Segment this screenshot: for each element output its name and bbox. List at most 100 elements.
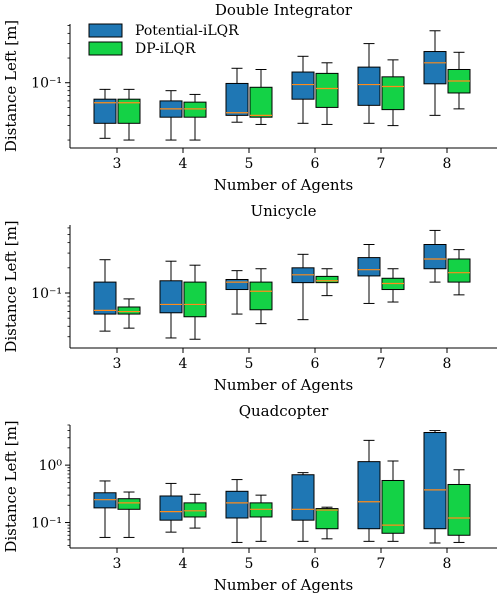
box-potential-ilqr-4 (159, 90, 183, 141)
iqr-box (183, 101, 207, 118)
box-dp-ilqr-7 (381, 59, 405, 127)
panel-1 (65, 24, 497, 153)
panel-2 (65, 225, 497, 353)
box-potential-ilqr-7 (357, 244, 381, 304)
iqr-box (381, 76, 405, 111)
box-potential-ilqr-6 (291, 55, 315, 124)
iqr-box (357, 257, 381, 277)
y-tick-label: 10⁻¹ (31, 76, 62, 92)
x-axis-label: Number of Agents (214, 376, 353, 394)
iqr-box (381, 479, 405, 534)
box-dp-ilqr-3 (117, 88, 141, 141)
box-dp-ilqr-8 (447, 249, 471, 296)
x-axis-label: Number of Agents (214, 576, 353, 594)
box-potential-ilqr-6 (291, 253, 315, 321)
box-dp-ilqr-8 (447, 51, 471, 110)
x-tick-label: 5 (245, 356, 254, 372)
box-dp-ilqr-6 (315, 506, 339, 540)
x-tick-label: 5 (245, 156, 254, 172)
iqr-box (291, 474, 315, 521)
box-dp-ilqr-5 (249, 268, 273, 325)
iqr-box (117, 498, 141, 510)
x-tick-label: 8 (443, 356, 452, 372)
iqr-box (249, 281, 273, 311)
iqr-box (447, 258, 471, 283)
iqr-box (117, 98, 141, 124)
legend-label: Potential-iLQR (135, 23, 239, 39)
iqr-box (159, 495, 183, 521)
x-tick-label: 6 (311, 556, 320, 572)
iqr-box (315, 275, 339, 284)
box-dp-ilqr-5 (249, 494, 273, 542)
legend (88, 23, 123, 56)
box-potential-ilqr-8 (423, 30, 447, 116)
x-tick-label: 4 (179, 356, 188, 372)
x-tick-label: 3 (113, 356, 122, 372)
box-dp-ilqr-4 (183, 264, 207, 340)
panel-3 (65, 424, 497, 553)
iqr-box (423, 432, 447, 530)
iqr-box (225, 82, 249, 116)
x-tick-label: 7 (377, 556, 386, 572)
box-potential-ilqr-3 (93, 480, 117, 538)
box-dp-ilqr-3 (117, 491, 141, 538)
x-tick-label: 5 (245, 556, 254, 572)
box-dp-ilqr-7 (381, 460, 405, 542)
box-dp-ilqr-6 (315, 62, 339, 125)
x-tick-label: 7 (377, 356, 386, 372)
box-potential-ilqr-5 (225, 270, 249, 315)
iqr-box (357, 461, 381, 530)
box-potential-ilqr-3 (93, 259, 117, 332)
y-tick-label: 10⁰ (39, 458, 63, 474)
box-dp-ilqr-4 (183, 93, 207, 141)
y-axis-label: Distance Left [m] (2, 20, 20, 152)
legend-swatch (88, 23, 123, 38)
iqr-box (315, 508, 339, 530)
x-tick-label: 6 (311, 356, 320, 372)
x-tick-label: 3 (113, 156, 122, 172)
box-dp-ilqr-8 (447, 469, 471, 543)
box-potential-ilqr-4 (159, 260, 183, 339)
iqr-box (423, 244, 447, 270)
iqr-box (93, 98, 117, 124)
x-tick-label: 4 (179, 556, 188, 572)
iqr-box (447, 483, 471, 536)
x-tick-label: 8 (443, 556, 452, 572)
box-potential-ilqr-3 (93, 88, 117, 139)
box-potential-ilqr-4 (159, 482, 183, 533)
box-potential-ilqr-8 (423, 430, 447, 544)
y-axis-label: Distance Left [m] (2, 420, 20, 552)
box-dp-ilqr-6 (315, 268, 339, 297)
panel-title: Double Integrator (215, 1, 353, 19)
iqr-box (225, 278, 249, 291)
iqr-box (315, 72, 339, 108)
box-dp-ilqr-3 (117, 298, 141, 329)
x-tick-label: 7 (377, 156, 386, 172)
iqr-box (159, 280, 183, 314)
legend-swatch (88, 41, 123, 56)
iqr-box (249, 502, 273, 518)
box-potential-ilqr-7 (357, 439, 381, 542)
iqr-box (225, 490, 249, 519)
box-potential-ilqr-5 (225, 67, 249, 123)
panel-title: Quadcopter (239, 402, 329, 420)
iqr-box (423, 51, 447, 85)
box-potential-ilqr-8 (423, 229, 447, 283)
box-potential-ilqr-6 (291, 472, 315, 542)
iqr-box (93, 492, 117, 509)
box-potential-ilqr-7 (357, 43, 381, 124)
iqr-box (93, 281, 117, 315)
iqr-box (183, 281, 207, 318)
iqr-box (249, 86, 273, 118)
box-dp-ilqr-5 (249, 68, 273, 125)
box-dp-ilqr-4 (183, 493, 207, 529)
legend-label: DP-iLQR (135, 41, 196, 57)
y-tick-label: 10⁻¹ (31, 286, 62, 302)
iqr-box (291, 71, 315, 100)
iqr-box (117, 306, 141, 315)
box-potential-ilqr-5 (225, 479, 249, 543)
iqr-box (357, 66, 381, 106)
x-tick-label: 6 (311, 156, 320, 172)
x-tick-label: 3 (113, 556, 122, 572)
